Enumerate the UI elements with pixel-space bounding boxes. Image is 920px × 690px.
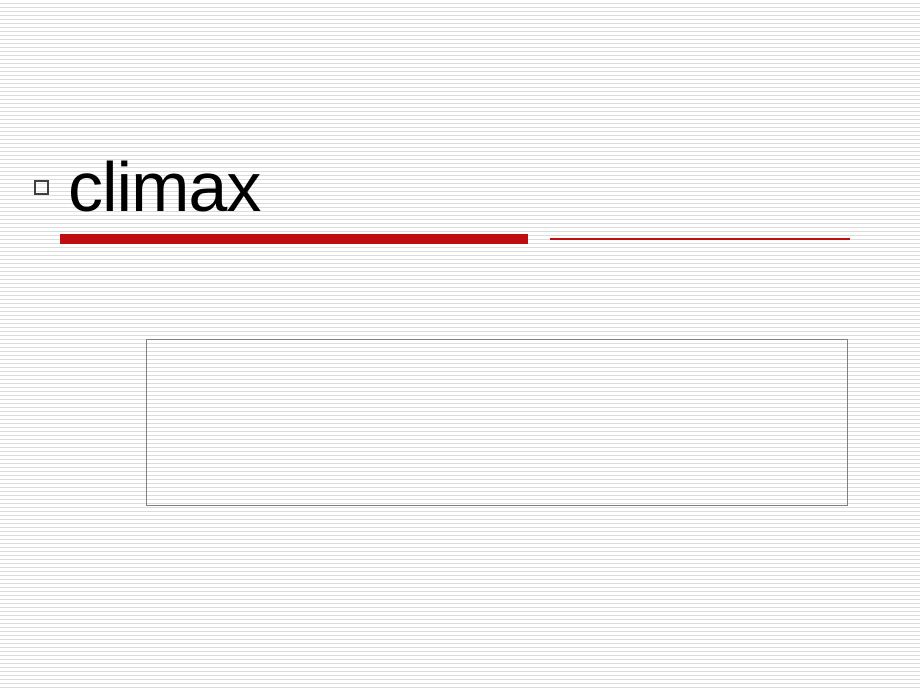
title-area: climax [68, 152, 260, 222]
title-bullet-icon [34, 180, 49, 195]
title-underline [60, 234, 850, 244]
underline-thick-segment [60, 234, 528, 244]
underline-thin-segment [550, 238, 850, 240]
slide-title: climax [68, 152, 260, 222]
content-placeholder [146, 339, 848, 506]
